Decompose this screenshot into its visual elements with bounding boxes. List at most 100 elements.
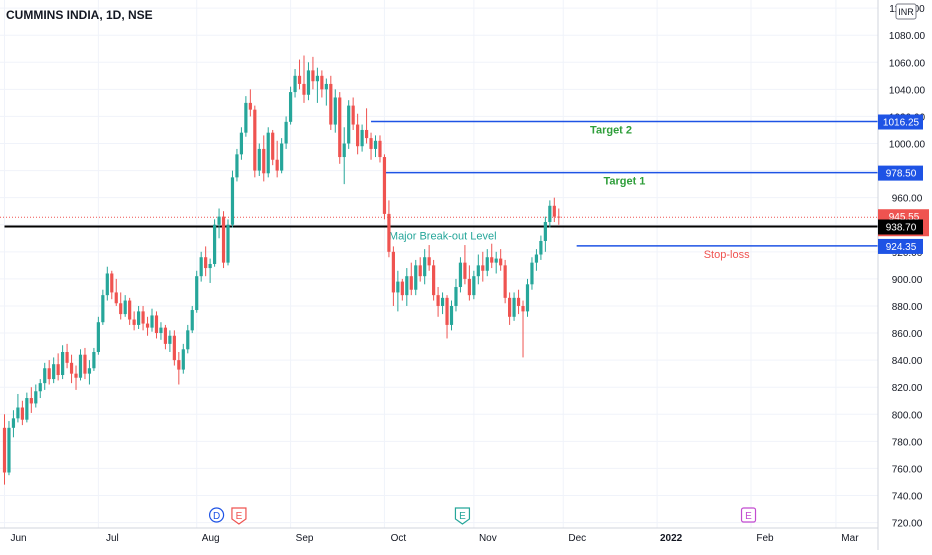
candle-body xyxy=(369,138,373,149)
x-tick-label: 2022 xyxy=(660,533,683,544)
candle xyxy=(195,270,199,313)
candle-body xyxy=(7,427,11,473)
candle xyxy=(56,353,60,381)
candle-body xyxy=(199,257,203,277)
candle xyxy=(552,197,556,223)
price-label-box xyxy=(878,114,923,130)
x-tick-label: Aug xyxy=(202,533,220,544)
earnings-event-icon xyxy=(740,507,757,523)
candle-body xyxy=(360,129,364,147)
candle xyxy=(342,127,346,185)
candle-body xyxy=(297,75,302,84)
candle xyxy=(382,154,387,220)
candle xyxy=(481,251,485,282)
x-tick-label: Oct xyxy=(391,533,407,544)
candle xyxy=(212,219,217,267)
chart-title: CUMMINS INDIA, 1D, NSE xyxy=(6,8,153,22)
candle xyxy=(217,208,221,239)
price-label-box xyxy=(878,219,923,235)
candle-body xyxy=(543,222,547,241)
candle xyxy=(110,270,114,300)
event-letter: E xyxy=(236,511,243,522)
candle xyxy=(530,257,534,290)
candle xyxy=(503,259,507,304)
candle xyxy=(472,270,476,300)
candle xyxy=(123,295,127,317)
candle-body xyxy=(186,330,190,350)
y-tick-label: 780.00 xyxy=(892,437,923,448)
candle-body xyxy=(499,258,503,266)
y-tick-label: 960.00 xyxy=(892,194,923,205)
candle-body xyxy=(521,305,525,312)
candle-body xyxy=(34,391,38,404)
candle-body xyxy=(137,311,141,325)
candle-body xyxy=(280,143,284,171)
candle xyxy=(284,116,288,149)
candle-body xyxy=(78,354,83,378)
candle xyxy=(230,170,235,228)
candle xyxy=(145,316,150,336)
price-label: 924.35 xyxy=(886,242,917,253)
candle-body xyxy=(516,297,521,306)
candle-body xyxy=(190,310,194,331)
candle-body xyxy=(481,265,485,271)
candle-body xyxy=(338,97,342,158)
x-tick-label: Dec xyxy=(568,533,586,544)
candle xyxy=(226,219,230,266)
currency-badge xyxy=(895,3,917,20)
y-tick-label: 880.00 xyxy=(892,302,923,313)
candle-body xyxy=(306,70,311,95)
x-tick-label: Jun xyxy=(10,533,26,544)
candle xyxy=(186,324,190,354)
event-letter: D xyxy=(213,511,220,522)
candle-body xyxy=(333,97,337,125)
candle xyxy=(266,127,270,178)
candle-body xyxy=(315,75,319,82)
x-tick-label: Feb xyxy=(756,533,774,544)
candle-body xyxy=(110,273,114,293)
candle-body xyxy=(284,121,288,144)
candle xyxy=(65,343,69,369)
candle-body xyxy=(132,319,136,325)
y-tick-label: 1060.00 xyxy=(889,58,926,69)
candle-body xyxy=(262,148,266,174)
candle-body xyxy=(329,83,333,125)
candle xyxy=(11,410,16,438)
candle-body xyxy=(534,254,539,263)
candle xyxy=(74,365,78,390)
candle-body xyxy=(356,124,360,147)
candle xyxy=(557,208,561,225)
candle xyxy=(235,148,239,182)
grid-layer xyxy=(0,0,878,528)
candle xyxy=(29,387,33,413)
candle xyxy=(114,278,118,306)
candle xyxy=(414,259,418,296)
y-tick-label: 1040.00 xyxy=(889,85,926,96)
candle xyxy=(137,305,141,329)
candle-body xyxy=(409,276,413,290)
y-tick-label: 820.00 xyxy=(892,383,923,394)
candle-body xyxy=(449,305,454,325)
candle-body xyxy=(92,352,96,369)
candle xyxy=(512,292,516,321)
candle xyxy=(306,62,311,101)
candle xyxy=(190,305,194,334)
candle-body xyxy=(257,148,261,171)
candle xyxy=(360,124,364,152)
candle xyxy=(467,265,471,301)
candle xyxy=(543,216,547,252)
price-label: 938.70 xyxy=(886,222,917,233)
candle xyxy=(2,414,7,485)
level-label: Target 1 xyxy=(603,176,645,188)
candle xyxy=(449,300,454,331)
candle-body xyxy=(74,373,78,378)
candle-body xyxy=(212,224,217,264)
level-label: Major Break-out Level xyxy=(389,230,497,242)
candle xyxy=(458,257,463,293)
candle-body xyxy=(253,109,257,171)
earnings-event-icon xyxy=(231,507,247,525)
candle-body xyxy=(342,143,346,158)
candle-body xyxy=(405,276,409,296)
